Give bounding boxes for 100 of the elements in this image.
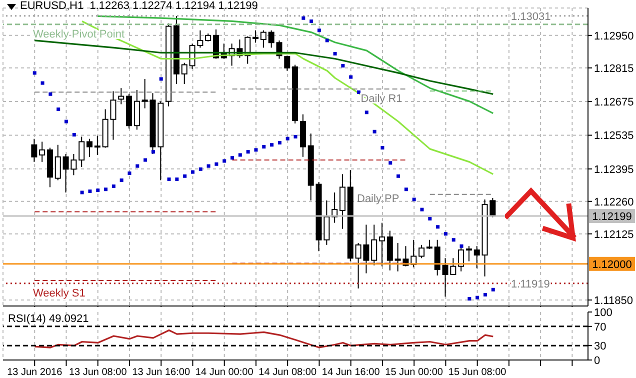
candlestick (31, 138, 38, 162)
y-tick-label: 1.12950 (594, 30, 634, 42)
candlestick (434, 239, 440, 276)
point (214, 162, 218, 166)
point (270, 143, 274, 147)
candlestick (181, 62, 188, 85)
point (175, 178, 179, 181)
point (96, 188, 100, 192)
point (420, 208, 424, 212)
point (246, 150, 250, 154)
point (356, 90, 360, 94)
point (294, 134, 298, 138)
candlestick (78, 136, 85, 168)
x-tick-label: 14 Jun 08:00 (258, 367, 317, 378)
candlestick (284, 55, 290, 72)
point (40, 81, 44, 85)
x-tick-label: 13 Jun 16:00 (132, 367, 190, 378)
point (325, 38, 329, 42)
point (341, 64, 345, 68)
candlestick (252, 30, 259, 44)
point (112, 184, 116, 188)
candlestick (371, 224, 378, 266)
point (460, 244, 464, 248)
candlestick (142, 78, 148, 109)
ref-line-label: 1.12199 (592, 211, 632, 224)
x-tick-label: 13 Jun 2016 (7, 367, 63, 378)
ref-line-label: Weekly S1 (33, 287, 86, 300)
point (396, 174, 400, 178)
candlestick (466, 246, 472, 262)
point (483, 292, 487, 296)
point (80, 190, 84, 194)
point (144, 158, 148, 162)
point (183, 174, 187, 178)
point (491, 288, 495, 292)
y-tick-label: 1.12260 (594, 196, 634, 208)
y-tick-label: 30 (594, 340, 606, 353)
point (302, 16, 306, 20)
y-tick-label: 100 (594, 306, 612, 319)
point (476, 296, 480, 300)
point (404, 188, 408, 192)
point (333, 52, 337, 56)
y-tick-label: 1.11850 (594, 294, 633, 307)
candlestick (386, 230, 393, 271)
candlestick (474, 246, 480, 269)
point (428, 216, 432, 220)
point (136, 164, 140, 168)
point (444, 232, 448, 236)
point (452, 238, 456, 242)
candlestick (39, 141, 46, 162)
line-series (34, 40, 494, 95)
candlestick (426, 239, 432, 250)
x-tick-label: 14 Jun 00:00 (195, 367, 254, 378)
x-tick-label: 14 Jun 16:00 (322, 367, 380, 378)
chart-title: RSI(14) 49.0921 (8, 313, 89, 325)
y-tick-label: 1.12125 (594, 228, 634, 241)
candlestick (339, 174, 346, 230)
x-tick-label: 15 Jun 08:00 (448, 367, 507, 378)
point (286, 136, 290, 140)
point (72, 133, 76, 136)
y-tick-label: 0 (594, 354, 600, 367)
candlestick (86, 138, 93, 158)
point (206, 164, 210, 168)
point (56, 108, 60, 112)
point (380, 146, 384, 150)
x-tick-label: 15 Jun 00:00 (385, 367, 444, 378)
y-tick-label: 1.12535 (594, 130, 634, 142)
point (278, 140, 282, 144)
point (222, 159, 226, 163)
point (412, 198, 416, 202)
candlestick (94, 135, 100, 156)
y-tick-label: 1.12395 (594, 164, 634, 176)
point (64, 120, 68, 124)
y-tick-label: 1.12815 (594, 62, 634, 75)
point (120, 178, 124, 182)
point (198, 167, 202, 171)
point (230, 156, 234, 160)
point (468, 297, 472, 301)
point (436, 225, 440, 229)
annotation: Daily PP (357, 193, 400, 205)
point (388, 161, 392, 165)
y-tick-label: 70 (594, 321, 606, 334)
y-tick-label: 1.12675 (594, 96, 634, 108)
line-series (97, 15, 494, 114)
point (104, 188, 108, 192)
candlestick (458, 244, 464, 272)
point (372, 130, 376, 134)
point (310, 19, 314, 23)
point (254, 148, 258, 152)
candlestick (379, 222, 386, 267)
candlestick (54, 144, 61, 181)
candlestick (260, 30, 266, 48)
candlestick (118, 88, 124, 105)
point (317, 28, 321, 32)
point (151, 150, 155, 154)
point (167, 178, 171, 181)
point (88, 190, 92, 194)
point (32, 71, 36, 75)
candlestick (418, 244, 425, 259)
point (238, 153, 242, 157)
chart-title: EURUSD,H1 1.12263 1.12274 1.12194 1.12199 (20, 0, 258, 12)
